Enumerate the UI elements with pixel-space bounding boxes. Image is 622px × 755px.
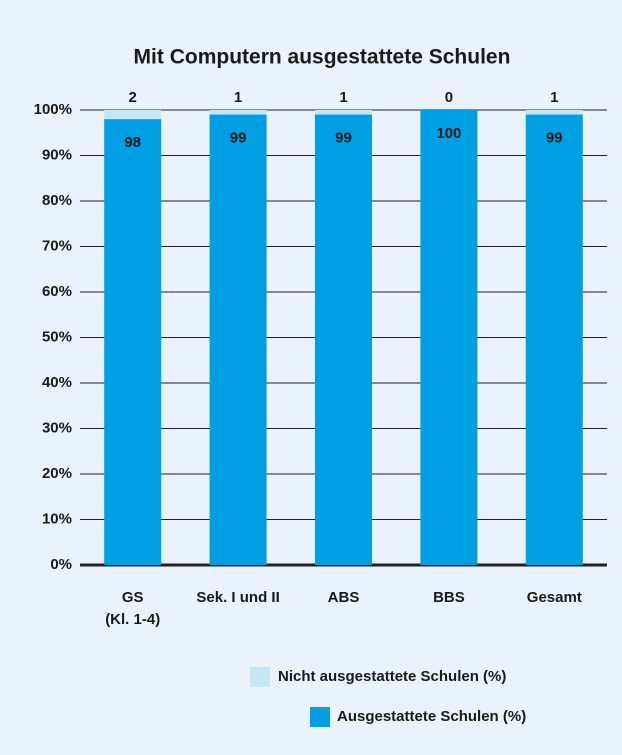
x-tick-label: ABS xyxy=(328,589,360,606)
y-tick-label: 90% xyxy=(42,146,72,163)
data-label: 1 xyxy=(339,89,347,106)
bar-segment xyxy=(525,114,583,566)
chart-title: Mit Computern ausgestattete Schulen xyxy=(134,46,511,69)
bar-segment xyxy=(525,110,583,115)
data-label: 1 xyxy=(234,89,242,106)
y-tick-label: 50% xyxy=(42,328,72,345)
data-label: 100 xyxy=(436,125,461,142)
bar-segment xyxy=(209,114,267,566)
bar-segment xyxy=(315,110,372,115)
y-tick-label: 30% xyxy=(42,419,72,436)
x-tick-label: BBS xyxy=(433,589,465,606)
y-tick-label: 0% xyxy=(50,556,72,573)
data-label: 99 xyxy=(230,130,247,147)
data-label: 99 xyxy=(335,130,352,147)
data-label: 98 xyxy=(124,134,141,151)
legend-swatch xyxy=(310,707,330,727)
bar-segment xyxy=(315,114,372,566)
legend-label: Ausgestattete Schulen (%) xyxy=(337,708,526,725)
y-tick-label: 70% xyxy=(42,237,72,254)
data-label: 0 xyxy=(445,89,453,106)
bar-segment xyxy=(420,110,478,565)
x-tick-label: Gesamt xyxy=(527,589,582,606)
y-tick-label: 10% xyxy=(42,510,72,527)
data-label: 99 xyxy=(546,130,563,147)
y-tick-label: 100% xyxy=(34,101,72,118)
x-tick-label: Sek. I und II xyxy=(196,589,279,606)
x-tick-label: GS (Kl. 1-4) xyxy=(105,589,160,628)
data-label: 2 xyxy=(129,89,137,106)
bar-segment xyxy=(209,110,267,115)
y-tick-label: 40% xyxy=(42,374,72,391)
y-tick-label: 60% xyxy=(42,283,72,300)
data-label: 1 xyxy=(550,89,558,106)
y-tick-label: 80% xyxy=(42,192,72,209)
legend-label: Nicht ausgestattete Schulen (%) xyxy=(278,668,506,685)
y-tick-label: 20% xyxy=(42,465,72,482)
legend-swatch xyxy=(250,667,270,687)
bar-segment xyxy=(104,110,162,120)
bar-segment xyxy=(104,119,162,565)
